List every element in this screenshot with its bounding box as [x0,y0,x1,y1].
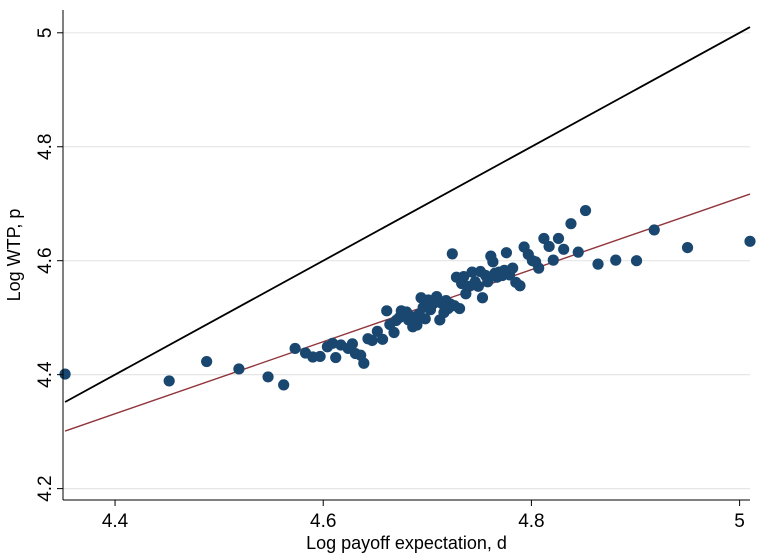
data-point [453,302,466,315]
data-point [487,256,499,268]
data-point [411,319,423,331]
data-point [381,305,393,317]
x-tick-label: 4.4 [102,511,129,532]
y-tick-label: 4.6 [35,247,56,273]
data-point [262,371,274,383]
data-point [233,363,245,375]
data-point [610,254,622,266]
data-point [472,280,484,292]
data-point [630,255,643,267]
data-point [446,248,458,260]
data-point [538,232,550,245]
data-point [358,357,370,369]
data-point [558,243,570,255]
data-point [314,350,326,363]
y-tick-label: 5 [35,28,56,39]
data-point [366,334,378,347]
data-point [579,204,592,217]
data-point [289,342,301,355]
y-tick-label: 4.2 [35,475,56,501]
data-point [201,355,213,368]
data-point [326,337,339,349]
y-tick-label: 4.8 [35,134,56,160]
y-axis-label: Log WTP, p [4,209,24,302]
data-point [514,280,526,292]
data-point [507,262,519,274]
x-tick-label: 4.6 [310,511,336,532]
reference-line [64,26,751,403]
data-point [592,258,604,270]
plot-lines [64,26,751,432]
data-point [744,235,756,247]
data-point [500,247,513,259]
data-point [371,325,383,337]
x-tick-label: 5 [734,511,745,532]
data-point [476,292,489,304]
data-point [552,232,565,245]
data-point [482,276,494,288]
x-ticks: 4.4 4.6 4.8 5 [102,500,745,532]
data-point [543,240,555,253]
x-tick-label: 4.8 [518,511,544,532]
data-point [376,333,389,345]
data-point [565,218,577,230]
horizontal-grid [63,32,750,490]
data-point [572,246,584,258]
y-tick-label: 4.4 [35,361,56,388]
data-point [458,271,470,283]
data-point [388,326,400,339]
data-point [330,351,342,364]
data-point [59,368,71,380]
data-points [59,204,756,391]
data-point [648,224,660,236]
data-point [278,379,290,391]
data-point [681,241,694,254]
data-point [533,262,545,274]
x-axis-label: Log payoff expectation, d [306,533,507,553]
data-point [547,254,559,266]
data-point [466,266,478,278]
data-point [346,338,358,350]
data-point [163,375,175,387]
y-ticks: 4.2 4.4 4.6 4.8 5 [35,28,63,502]
data-point [419,313,431,325]
